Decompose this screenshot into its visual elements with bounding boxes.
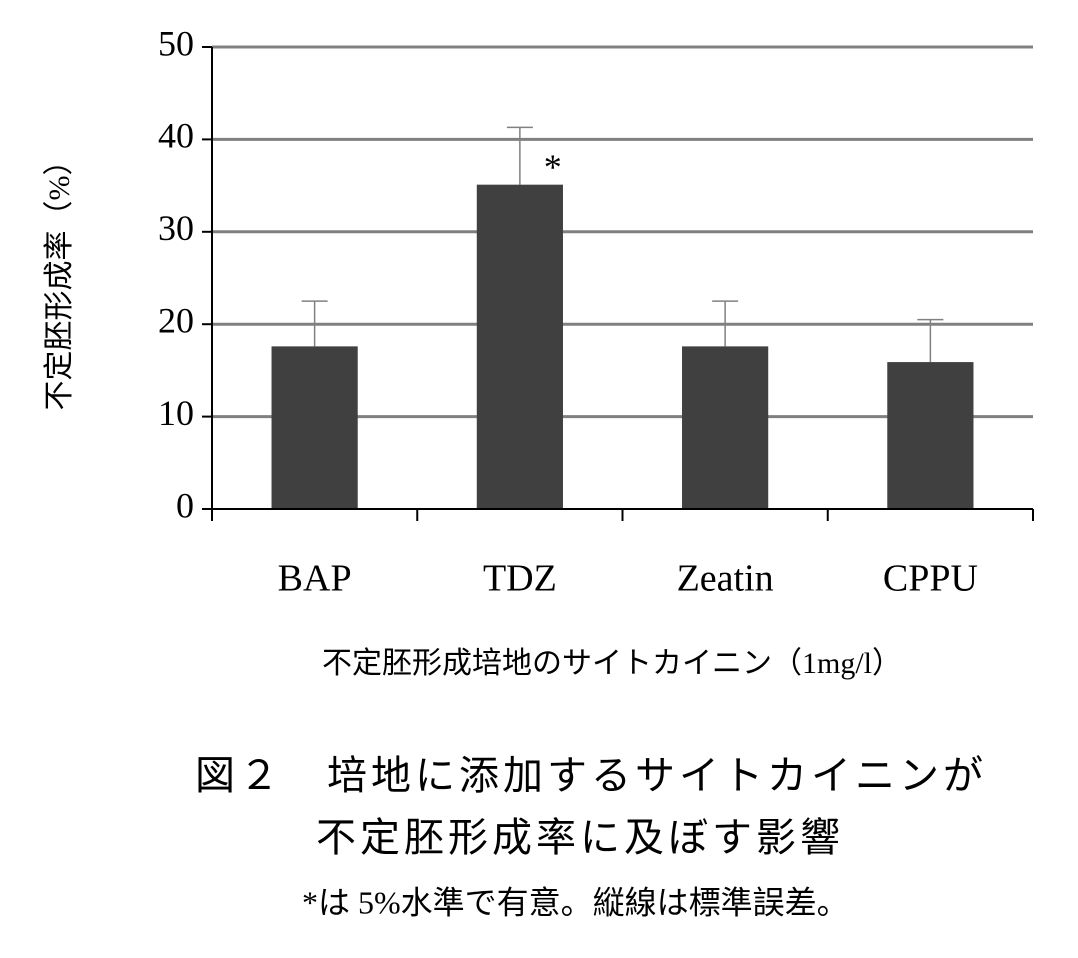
y-tick-label: 40 — [158, 116, 194, 156]
y-tick-label: 10 — [158, 393, 194, 433]
note: *は 5%水準で有意。縦線は標準誤差。 — [302, 884, 849, 920]
y-tick-label: 20 — [158, 300, 194, 340]
y-tick-label: 30 — [158, 208, 194, 248]
x-tick-label: Zeatin — [677, 558, 774, 600]
x-tick-label: BAP — [278, 558, 352, 600]
chart-title: 不定胚形成率に及ぼす影響 — [316, 815, 844, 860]
bar — [476, 184, 563, 509]
x-tick-label: TDZ — [483, 558, 557, 600]
bar — [682, 346, 769, 509]
bar — [887, 362, 974, 509]
x-tick-label: CPPU — [883, 558, 978, 600]
x-axis-label: 不定胚形成培地のサイトカイニン（1mg/l） — [322, 647, 902, 680]
chart-title: 図２ 培地に添加するサイトカイニンが — [195, 753, 987, 798]
y-tick-label: 0 — [176, 485, 194, 525]
annotation: * — [544, 147, 562, 187]
y-tick-label: 50 — [158, 23, 194, 63]
bar — [271, 346, 358, 509]
y-axis-label: 不定胚形成率（%） — [43, 146, 76, 411]
